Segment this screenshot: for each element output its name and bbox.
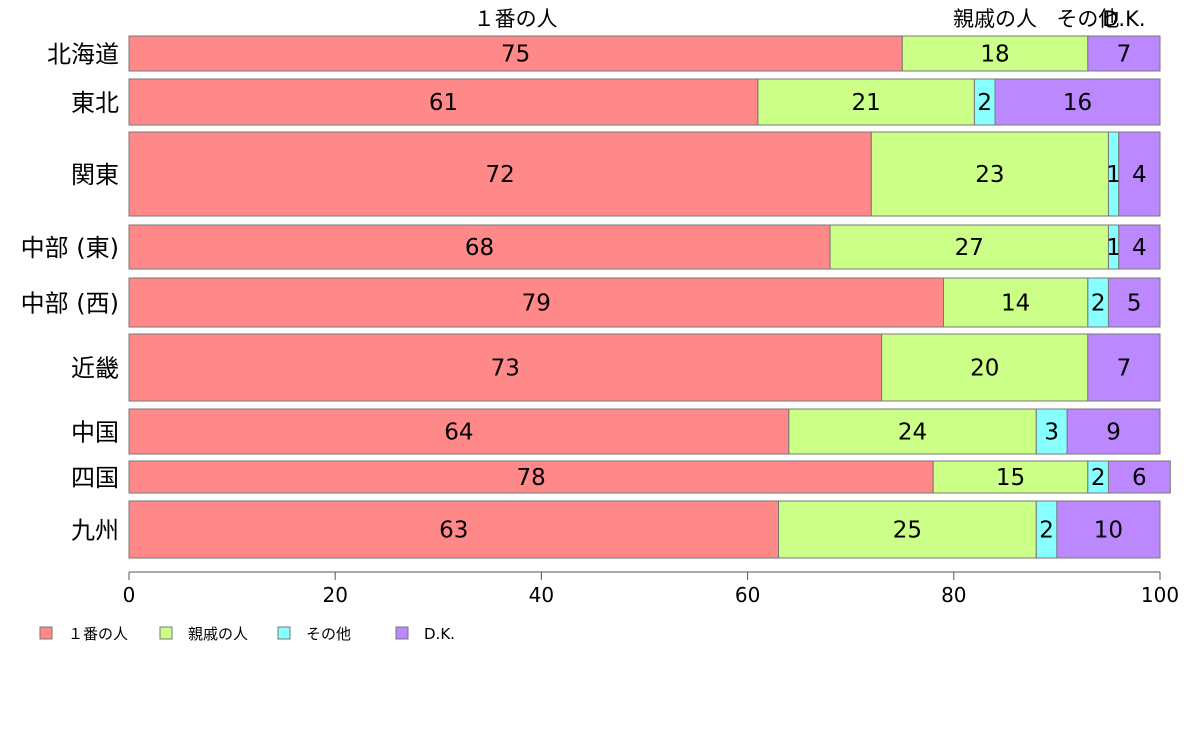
category-label: 関東 <box>71 161 119 189</box>
data-label: 2 <box>1091 465 1106 491</box>
bar-segment <box>757 78 975 126</box>
data-label: 27 <box>955 235 984 261</box>
legend-swatch <box>39 626 53 640</box>
bar-segment <box>1087 333 1161 402</box>
top-series-label: １番の人 <box>474 7 558 31</box>
data-label: 7 <box>1117 42 1132 68</box>
data-label: 68 <box>465 235 494 261</box>
bar-segment <box>870 131 1109 217</box>
legend-swatch <box>159 626 173 640</box>
data-label: 2 <box>1091 291 1106 317</box>
bar-segment <box>1066 408 1161 455</box>
bar-segment <box>932 460 1089 494</box>
bar-segment <box>128 460 934 494</box>
bar-segment <box>128 333 883 402</box>
data-label: 9 <box>1106 420 1121 446</box>
bar-segment <box>829 224 1109 270</box>
bar-segment <box>994 78 1161 126</box>
legend-label: D.K. <box>424 625 455 643</box>
bar-segment <box>128 500 780 559</box>
x-axis: 0 20 40 60 80 100 <box>123 571 1179 607</box>
data-label: 14 <box>1001 291 1030 317</box>
top-series-label: その他 <box>1056 7 1119 31</box>
data-label: 18 <box>980 42 1009 68</box>
data-label: 15 <box>996 465 1025 491</box>
x-tick-label: 20 <box>322 583 347 607</box>
category-label: 北海道 <box>47 41 119 69</box>
bar-segment <box>778 500 1037 559</box>
x-tick-label: 40 <box>529 583 554 607</box>
legend-swatch <box>395 626 409 640</box>
x-tick-label: 60 <box>735 583 760 607</box>
legend-label: 親戚の人 <box>188 625 248 643</box>
data-label: 23 <box>975 162 1004 188</box>
data-label: 3 <box>1044 420 1059 446</box>
category-label: 近畿 <box>71 355 119 383</box>
category-label: 中国 <box>71 419 119 447</box>
data-label: 4 <box>1132 162 1147 188</box>
bar-segment <box>1118 224 1161 270</box>
bar-segment <box>1087 35 1161 72</box>
bar-segment <box>901 35 1089 72</box>
bar-segment <box>128 224 831 270</box>
data-label: 16 <box>1063 90 1092 116</box>
category-label: 東北 <box>71 89 119 117</box>
category-label: 九州 <box>71 517 119 545</box>
top-series-label: 親戚の人 <box>953 7 1037 31</box>
bar-segment <box>1056 500 1161 559</box>
category-label: 中部 (西) <box>21 290 119 318</box>
data-label: 20 <box>970 356 999 382</box>
category-label: 中部 (東) <box>21 234 119 262</box>
x-tick-label: 0 <box>123 583 136 607</box>
bar-segment <box>942 277 1089 328</box>
legend-swatch <box>277 626 291 640</box>
legend-label: その他 <box>306 625 351 643</box>
data-label: 25 <box>893 518 922 544</box>
bar-segment <box>1118 131 1161 217</box>
x-tick-label: 80 <box>941 583 966 607</box>
data-label: 78 <box>516 465 545 491</box>
top-series-label: D.K. <box>1102 7 1145 31</box>
data-label: 73 <box>491 356 520 382</box>
bar-segment <box>128 277 944 328</box>
data-label: 75 <box>501 42 530 68</box>
bar-segment <box>1107 460 1171 494</box>
data-label: 1 <box>1106 235 1121 261</box>
legend-label: １番の人 <box>68 625 128 643</box>
bar-segment <box>128 78 759 126</box>
bar-segment <box>1107 277 1161 328</box>
data-label: 7 <box>1117 356 1132 382</box>
data-label: 10 <box>1094 518 1123 544</box>
bar-segment <box>881 333 1089 402</box>
data-label: 79 <box>522 291 551 317</box>
data-label: 2 <box>1039 518 1054 544</box>
bar-segment <box>128 408 790 455</box>
data-label: 1 <box>1106 162 1121 188</box>
data-label: 24 <box>898 420 927 446</box>
bar-segment <box>788 408 1037 455</box>
legend: １番の人 親戚の人 その他 D.K. <box>39 625 455 643</box>
x-tick-label: 100 <box>1141 583 1179 607</box>
data-label: 6 <box>1132 465 1147 491</box>
data-label: 2 <box>977 90 992 116</box>
bar-segment <box>128 35 903 72</box>
data-label: 72 <box>486 162 515 188</box>
category-label: 四国 <box>71 464 119 492</box>
data-label: 21 <box>852 90 881 116</box>
data-label: 64 <box>444 420 473 446</box>
bar-segment <box>128 131 872 217</box>
data-label: 5 <box>1127 291 1142 317</box>
data-label: 63 <box>439 518 468 544</box>
data-label: 4 <box>1132 235 1147 261</box>
data-label: 61 <box>429 90 458 116</box>
